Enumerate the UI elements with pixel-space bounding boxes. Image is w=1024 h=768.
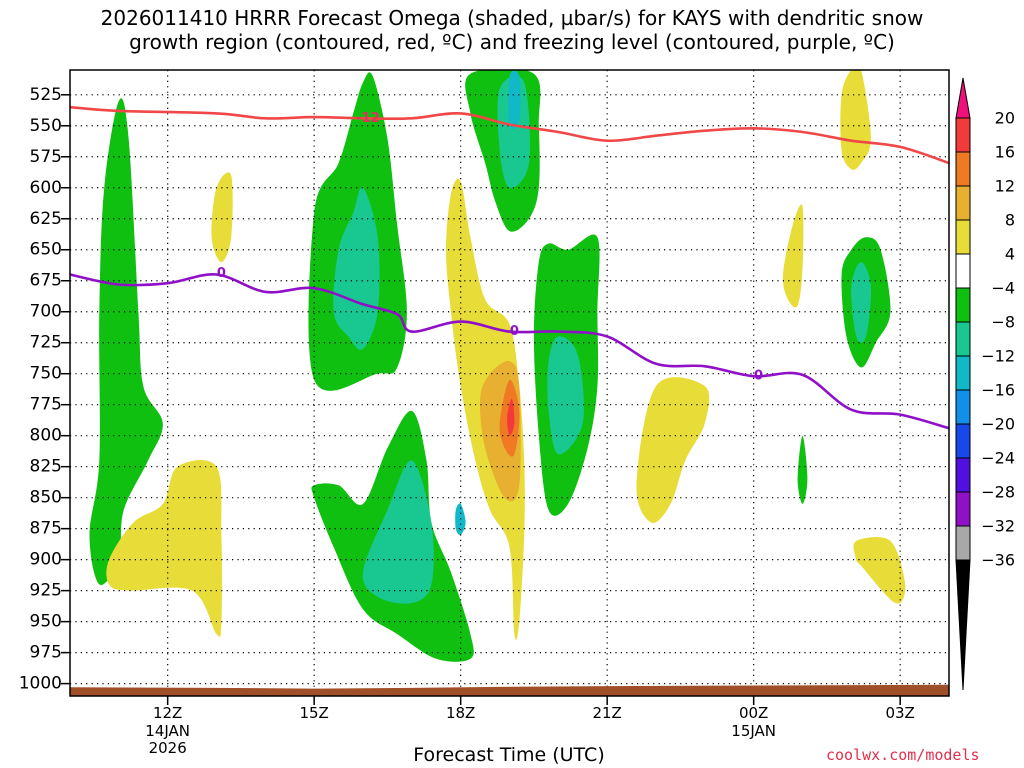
y-tick-label-1000: 1000 [19,674,62,694]
freezing-level-label-2: 0 [510,324,519,339]
y-tick-label-825: 825 [30,457,62,477]
omega-region-9 [508,70,521,130]
omega-region-24 [853,537,906,604]
colorbar-label-3: 12 [995,177,1015,196]
colorbar-label-9: −16 [981,381,1015,400]
y-tick-label-700: 700 [30,302,62,322]
credit-text: coolwx.com/models [826,746,980,764]
y-tick-label-725: 725 [30,333,62,353]
colorbar-swatch-2 [955,151,971,187]
y-tick-label-625: 625 [30,209,62,229]
colorbar-label-4: 8 [1005,211,1015,230]
y-tick-label-975: 975 [30,643,62,663]
x-tick-label-15Z: 15Z [299,704,328,722]
contour-lines: -12 0 0 0 [70,105,949,430]
terrain-strip [70,684,949,696]
omega-region-19 [840,70,871,170]
colorbar-swatch-6 [955,287,971,323]
dotted-grid [70,70,949,696]
colorbar-label-8: −12 [981,347,1015,366]
colorbar-bottom-arrow [955,559,971,691]
dgz-contour-line [70,105,949,165]
omega-region-17 [211,172,233,263]
omega-region-1 [89,98,163,586]
colorbar-swatch-3 [955,185,971,221]
colorbar-swatch-5 [955,253,971,289]
colorbar-label-14: −36 [981,551,1015,570]
omega-region-23 [797,435,808,504]
freezing-level-label-1: 0 [217,266,226,281]
omega-region-3 [333,187,380,350]
colorbar-label-11: −24 [981,449,1015,468]
omega-region-8 [497,75,530,189]
y-tick-label-775: 775 [30,395,62,415]
omega-region-5 [362,460,434,604]
colorbar: 20 16 12 8 4 −4 −8 −12 −16 −20 −24 −28 −32 −36 [955,77,1015,691]
colorbar-label-6: −4 [991,279,1015,298]
y-tick-label-525: 525 [30,85,62,105]
omega-shaded-regions [89,70,906,662]
x-tick-label-12Z: 12Z [153,704,182,722]
omega-region-13 [507,398,515,436]
terrain-fill [70,684,949,696]
y-tick-label-750: 750 [30,364,62,384]
y-tick-label-600: 600 [30,178,62,198]
x-tick-sublabel-12Z-1: 14JAN [145,722,190,740]
colorbar-label-12: −28 [981,483,1015,502]
colorbar-swatch-7 [955,321,971,357]
colorbar-label-13: −32 [981,517,1015,536]
colorbar-label-2: 16 [995,143,1015,162]
colorbar-label-5: 4 [1005,245,1015,264]
colorbar-swatch-8 [955,355,971,391]
y-tick-label-800: 800 [30,426,62,446]
chart-title-line1: 2026011410 HRRR Forecast Omega (shaded, … [100,6,924,30]
y-tick-label-900: 900 [30,550,62,570]
omega-region-16 [636,377,710,524]
colorbar-label-1: 20 [995,109,1015,128]
omega-region-18 [106,459,222,637]
colorbar-swatch-10 [955,423,971,459]
y-tick-label-875: 875 [30,519,62,539]
y-tick-label-850: 850 [30,488,62,508]
freezing-level-line [70,273,949,430]
y-tick-label-925: 925 [30,581,62,601]
y-tick-label-650: 650 [30,240,62,260]
x-tick-label-21Z: 21Z [592,704,621,722]
omega-region-20 [782,204,804,308]
y-axis: 525 550 575 600 625 650 675 700 725 750 775 800 825 8… [19,85,70,694]
x-tick-label-03Z: 03Z [885,704,914,722]
omega-region-15 [547,336,584,455]
colorbar-swatch-1 [955,117,971,153]
colorbar-swatch-12 [955,491,971,527]
x-tick-label-18Z: 18Z [446,704,475,722]
colorbar-label-10: −20 [981,415,1015,434]
colorbar-label-7: −8 [991,313,1015,332]
y-tick-label-675: 675 [30,271,62,291]
chart-title: 2026011410 HRRR Forecast Omega (shaded, … [0,6,1024,54]
x-tick-label-00Z: 00Z [739,704,768,722]
colorbar-swatch-9 [955,389,971,425]
chart-title-line2: growth region (contoured, red, ºC) and f… [129,30,895,54]
omega-region-22 [851,262,872,343]
dgz-contour-label: -12 [356,111,380,126]
freezing-level-label-3: 0 [754,369,763,384]
colorbar-swatch-13 [955,525,971,561]
y-tick-label-575: 575 [30,147,62,167]
y-tick-label-950: 950 [30,612,62,632]
colorbar-swatch-11 [955,457,971,493]
colorbar-swatch-4 [955,219,971,255]
x-tick-sublabel-00Z-1: 15JAN [731,722,776,740]
y-tick-label-550: 550 [30,116,62,136]
colorbar-top-arrow [955,77,971,119]
x-axis-label: Forecast Time (UTC) [413,744,605,766]
x-tick-sublabel-12Z-2: 2026 [149,739,187,757]
plot-frame [69,69,950,697]
